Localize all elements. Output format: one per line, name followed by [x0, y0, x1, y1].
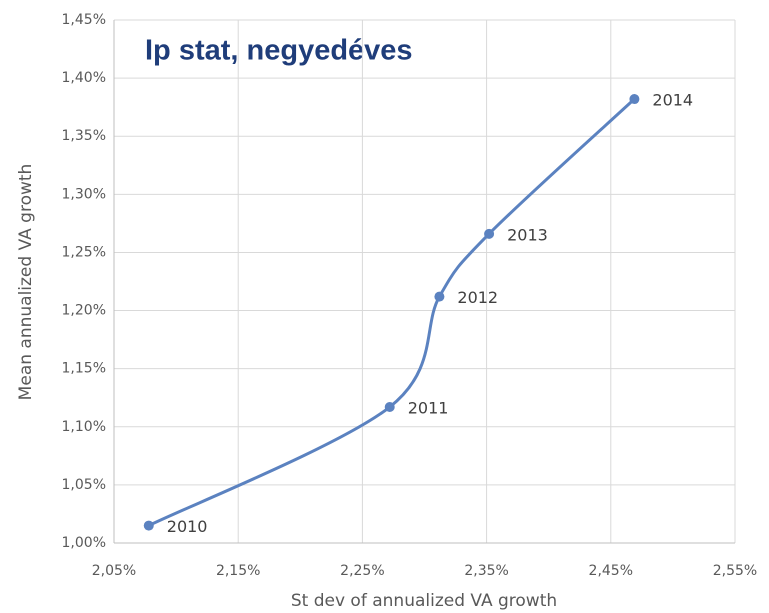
point-label: 2013 [507, 225, 548, 244]
y-tick-label: 1,45% [62, 12, 106, 28]
data-point [143, 520, 154, 531]
series-line [148, 97, 636, 527]
data-point [484, 228, 495, 239]
point-label: 2011 [408, 399, 449, 418]
x-axis-label: St dev of annualized VA growth [291, 591, 557, 611]
point-label: 2010 [167, 517, 208, 536]
data-point [629, 94, 640, 105]
y-tick-label: 1,00% [62, 535, 106, 551]
y-tick-label: 1,10% [62, 419, 106, 435]
point-label: 2012 [457, 288, 498, 307]
data-point [384, 402, 395, 413]
y-tick-label: 1,20% [62, 303, 106, 319]
x-tick-label: 2,25% [340, 563, 384, 579]
y-tick-label: 1,25% [62, 244, 106, 260]
point-label: 2014 [652, 91, 693, 110]
y-tick-label: 1,35% [62, 128, 106, 144]
x-tick-label: 2,15% [216, 563, 260, 579]
x-tick-label: 2,55% [713, 563, 757, 579]
y-tick-label: 1,40% [62, 70, 106, 86]
y-axis-label: Mean annualized VA growth [16, 164, 36, 401]
x-tick-label: 2,45% [589, 563, 633, 579]
y-tick-label: 1,30% [62, 186, 106, 202]
x-tick-label: 2,05% [92, 563, 136, 579]
data-point [434, 291, 445, 302]
y-tick-label: 1,15% [62, 361, 106, 377]
y-tick-label: 1,05% [62, 477, 106, 493]
x-tick-label: 2,35% [464, 563, 508, 579]
chart-title: Ip stat, negyedéves [145, 35, 413, 67]
